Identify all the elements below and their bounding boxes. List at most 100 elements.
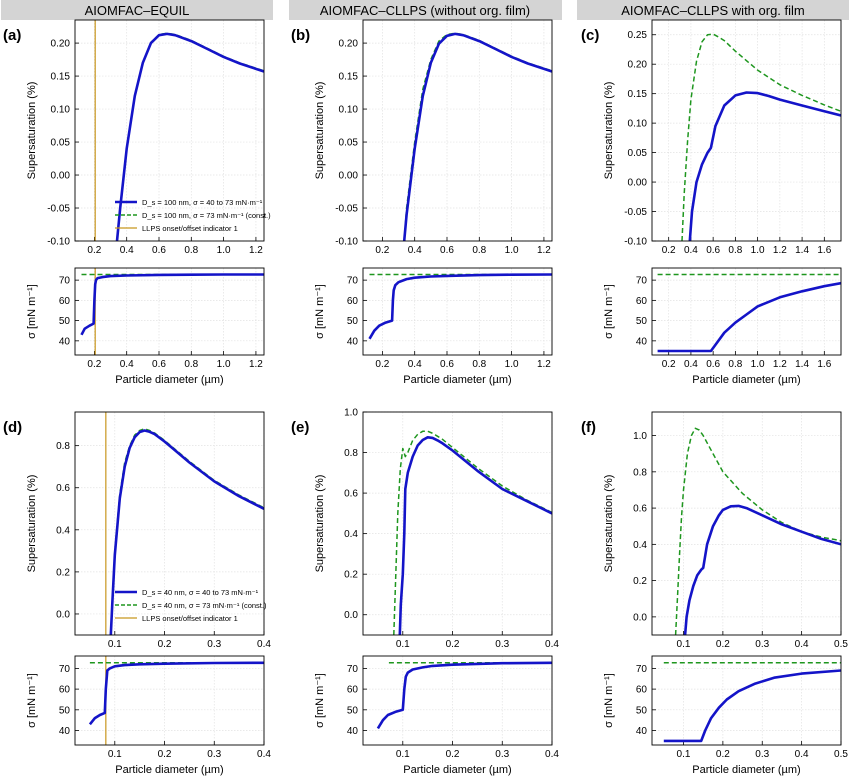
- x-tick-label: 0.1: [677, 639, 691, 650]
- y-axis-label: σ [mN m⁻¹]: [603, 284, 615, 339]
- series-line-variable-sigma: [657, 281, 841, 353]
- chart-e-supersaturation: 0.1 0.2 0.3 0.4 0.0 0.2 0.4 0.6 0.8 1.0 Supersatur…: [291, 408, 559, 651]
- column-header-cllps: AIOMFAC–CLLPS (without org. film): [320, 3, 530, 18]
- x-tick-label: 0.4: [408, 359, 422, 370]
- x-tick-label: 0.4: [120, 359, 134, 370]
- y-axis-label: Supersaturation (%): [26, 475, 38, 573]
- x-tick-label: 0.5: [834, 749, 848, 760]
- x-tick-label: 0.3: [755, 749, 769, 760]
- legend-panel-d: D_s = 40 nm, σ = 40 to 73 mN·m⁻¹ D_s = 40…: [115, 588, 267, 623]
- x-tick-label: 1.0: [751, 359, 765, 370]
- x-tick-label: 0.6: [440, 359, 454, 370]
- x-tick-label: 0.2: [662, 245, 676, 256]
- y-tick-label: 50: [636, 705, 648, 716]
- y-tick-label: 40: [347, 726, 359, 737]
- x-tick-label: 1.2: [249, 359, 263, 370]
- x-axis-label: Particle diameter (µm): [403, 374, 511, 386]
- y-tick-label: 0.20: [628, 60, 648, 71]
- plot-frame: [74, 655, 265, 746]
- plot-frame: [362, 19, 553, 242]
- y-tick-label: 1.0: [633, 431, 647, 442]
- x-tick-label: 0.4: [408, 245, 422, 256]
- chart-c-sigma: 0.2 0.4 0.6 0.8 1.0 1.2 1.4 1.6 40 50 60 70 σ [mN m⁻…: [603, 267, 842, 386]
- x-tick-label: 0.2: [716, 639, 730, 650]
- y-tick-label: 40: [59, 726, 71, 737]
- y-tick-label: 0.2: [633, 576, 647, 587]
- y-tick-label: 70: [347, 276, 359, 287]
- panel-label: (c): [581, 27, 599, 44]
- y-tick-label: 0.00: [628, 178, 648, 189]
- x-tick-label: 0.2: [446, 639, 460, 650]
- legend-entry: LLPS onset/offset indicator 1: [142, 614, 238, 623]
- y-tick-label: 50: [347, 316, 359, 327]
- y-tick-label: 0.4: [633, 540, 647, 551]
- x-tick-label: 0.4: [684, 359, 698, 370]
- y-tick-label: 0.0: [633, 612, 647, 623]
- y-tick-label: 0.10: [628, 119, 648, 130]
- chart-b-sigma: 0.2 0.4 0.6 0.8 1.0 1.2 40 50 60 70 σ [mN m⁻¹] Part…: [314, 267, 553, 386]
- plot-frame: [74, 411, 265, 636]
- series-line-variable-sigma: [88, 661, 264, 726]
- x-tick-label: 0.4: [545, 639, 559, 650]
- y-tick-label: 0.10: [339, 105, 359, 116]
- y-axis-label: σ [mN m⁻¹]: [26, 284, 38, 339]
- plot-frame: [362, 411, 553, 636]
- chart-d-sigma: 0.1 0.2 0.3 0.4 40 50 60 70 σ [mN m⁻¹] Particle d…: [26, 655, 271, 776]
- legend-entry: D_s = 100 nm, σ = 40 to 73 mN·m⁻¹: [142, 198, 263, 207]
- panel-label: (e): [291, 419, 309, 436]
- y-tick-label: 70: [59, 276, 71, 287]
- y-tick-label: 0.10: [51, 105, 71, 116]
- column-header-cllps-film: AIOMFAC–CLLPS with org. film: [621, 3, 805, 18]
- y-tick-label: 0.0: [344, 610, 358, 621]
- y-tick-label: 50: [347, 705, 359, 716]
- y-tick-label: 0.6: [344, 489, 358, 500]
- y-tick-label: 60: [347, 296, 359, 307]
- x-axis-label: Particle diameter (µm): [692, 764, 800, 776]
- chart-b-supersaturation: 0.2 0.4 0.6 0.8 1.0 1.2 -0.10 -0.05 0.00 0.05 0.10…: [291, 19, 553, 256]
- x-tick-label: 0.1: [396, 639, 410, 650]
- x-axis-label: Particle diameter (µm): [115, 374, 223, 386]
- x-axis-label: Particle diameter (µm): [403, 764, 511, 776]
- plot-frame: [362, 267, 553, 356]
- y-tick-label: 0.00: [51, 171, 71, 182]
- y-tick-label: 0.8: [633, 467, 647, 478]
- plot-frame: [74, 19, 265, 242]
- plot-frame: [651, 267, 842, 356]
- x-tick-label: 1.0: [505, 359, 519, 370]
- y-tick-label: 0.20: [51, 39, 71, 50]
- series-line-variable-sigma: [398, 435, 552, 635]
- y-tick-label: 0.8: [56, 441, 70, 452]
- series-line-variable-sigma: [663, 669, 841, 743]
- y-tick-label: 60: [59, 296, 71, 307]
- x-tick-label: 0.8: [472, 245, 486, 256]
- y-axis-label: σ [mN m⁻¹]: [314, 673, 326, 728]
- x-tick-label: 0.3: [495, 749, 509, 760]
- x-tick-label: 0.2: [662, 359, 676, 370]
- y-tick-label: 0.6: [56, 483, 70, 494]
- y-tick-label: 0.05: [51, 138, 71, 149]
- x-tick-label: 0.1: [677, 749, 691, 760]
- chart-a-supersaturation: 0.2 0.4 0.6 0.8 1.0 1.2 -0.10 -0.05 0.00 0.05 0.10…: [3, 19, 265, 256]
- y-tick-label: 40: [347, 336, 359, 347]
- x-tick-label: 0.2: [716, 749, 730, 760]
- x-axis-label: Particle diameter (µm): [115, 764, 223, 776]
- y-tick-label: 60: [59, 685, 71, 696]
- x-tick-label: 0.4: [257, 639, 271, 650]
- y-axis-label: Supersaturation (%): [314, 475, 326, 573]
- series-line-constant-sigma: [674, 427, 841, 635]
- x-tick-label: 0.3: [495, 639, 509, 650]
- series-line-variable-sigma: [376, 661, 552, 730]
- y-tick-label: 40: [59, 336, 71, 347]
- y-tick-label: 0.15: [339, 72, 359, 83]
- chart-f-supersaturation: 0.1 0.2 0.3 0.4 0.5 0.0 0.2 0.4 0.6 0.8 1.0 Supersa…: [581, 411, 848, 650]
- y-tick-label: 0.05: [339, 138, 359, 149]
- x-tick-label: 0.2: [87, 245, 101, 256]
- y-tick-label: 0.15: [51, 72, 71, 83]
- x-tick-label: 0.3: [755, 639, 769, 650]
- chart-panels: 0.2 0.4 0.6 0.8 1.0 1.2-0.10-0.050.000.050.10…: [3, 19, 848, 776]
- column-header-bg-cllps: [289, 0, 562, 20]
- x-tick-label: 0.3: [207, 749, 221, 760]
- series-line-variable-sigma: [402, 32, 552, 241]
- series-line-constant-sigma: [681, 33, 841, 241]
